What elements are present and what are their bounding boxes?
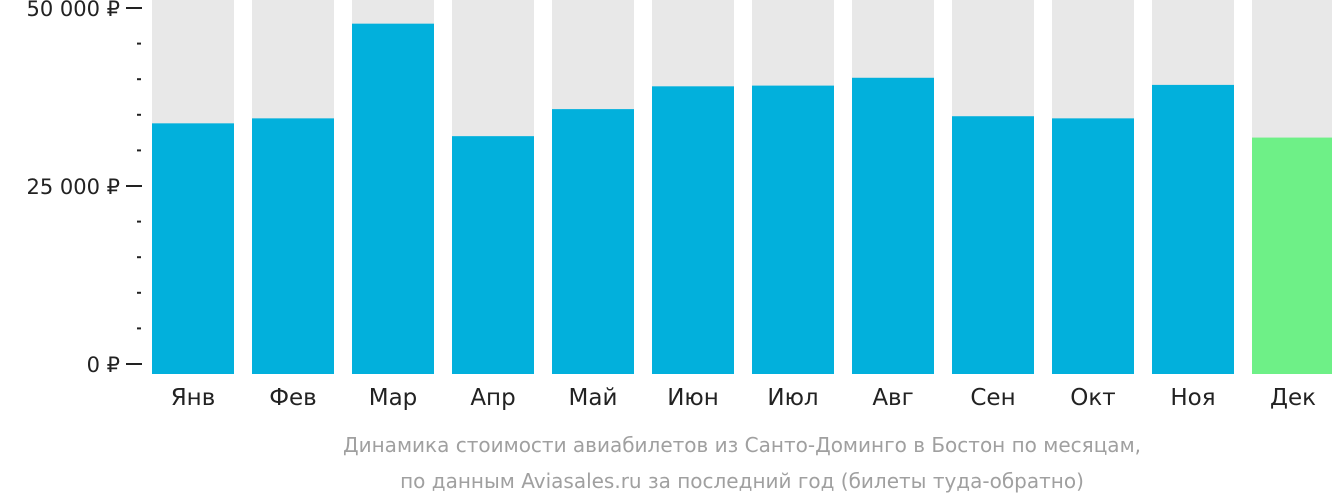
y-axis: 0 ₽ 25 000 ₽ 50 000 ₽ <box>26 0 142 377</box>
x-tick-label-9: Сен <box>970 385 1015 411</box>
bar-2[interactable] <box>252 118 334 374</box>
x-tick-label-11: Ноя <box>1170 385 1215 411</box>
x-tick-label-2: Фев <box>269 385 317 411</box>
bars-layer <box>152 23 1332 375</box>
y-tick-label-1: 0 ₽ <box>87 353 120 377</box>
caption-line-1: Динамика стоимости авиабилетов из Санто-… <box>343 433 1141 457</box>
x-tick-label-8: Авг <box>872 385 913 411</box>
bar-7[interactable] <box>752 85 834 374</box>
bar-8[interactable] <box>852 77 934 374</box>
x-axis-labels: Янв Фев Мар Апр Май Июн Июл Авг Сен Окт Ноя Дек <box>171 385 1316 411</box>
x-tick-label-3: Мар <box>369 385 418 411</box>
x-tick-label-12: Дек <box>1270 385 1316 411</box>
x-tick-label-7: Июл <box>767 385 818 411</box>
bar-11[interactable] <box>1152 84 1234 375</box>
bar-3[interactable] <box>352 23 434 374</box>
bar-9[interactable] <box>952 116 1034 374</box>
bar-5[interactable] <box>552 109 634 374</box>
bar-4[interactable] <box>452 136 534 374</box>
y-tick-label-2: 25 000 ₽ <box>26 175 120 199</box>
x-tick-label-6: Июн <box>667 385 719 411</box>
x-tick-label-1: Янв <box>171 385 216 411</box>
y-tick-label-3: 50 000 ₽ <box>26 0 120 21</box>
caption-line-2: по данным Aviasales.ru за последний год … <box>400 469 1084 493</box>
x-tick-label-5: Май <box>569 385 618 411</box>
bar-12[interactable] <box>1252 137 1332 374</box>
bar-6[interactable] <box>652 86 734 374</box>
bar-10[interactable] <box>1052 118 1134 374</box>
bar-1[interactable] <box>152 123 234 375</box>
x-tick-label-4: Апр <box>470 385 515 411</box>
x-tick-label-10: Окт <box>1070 385 1115 411</box>
